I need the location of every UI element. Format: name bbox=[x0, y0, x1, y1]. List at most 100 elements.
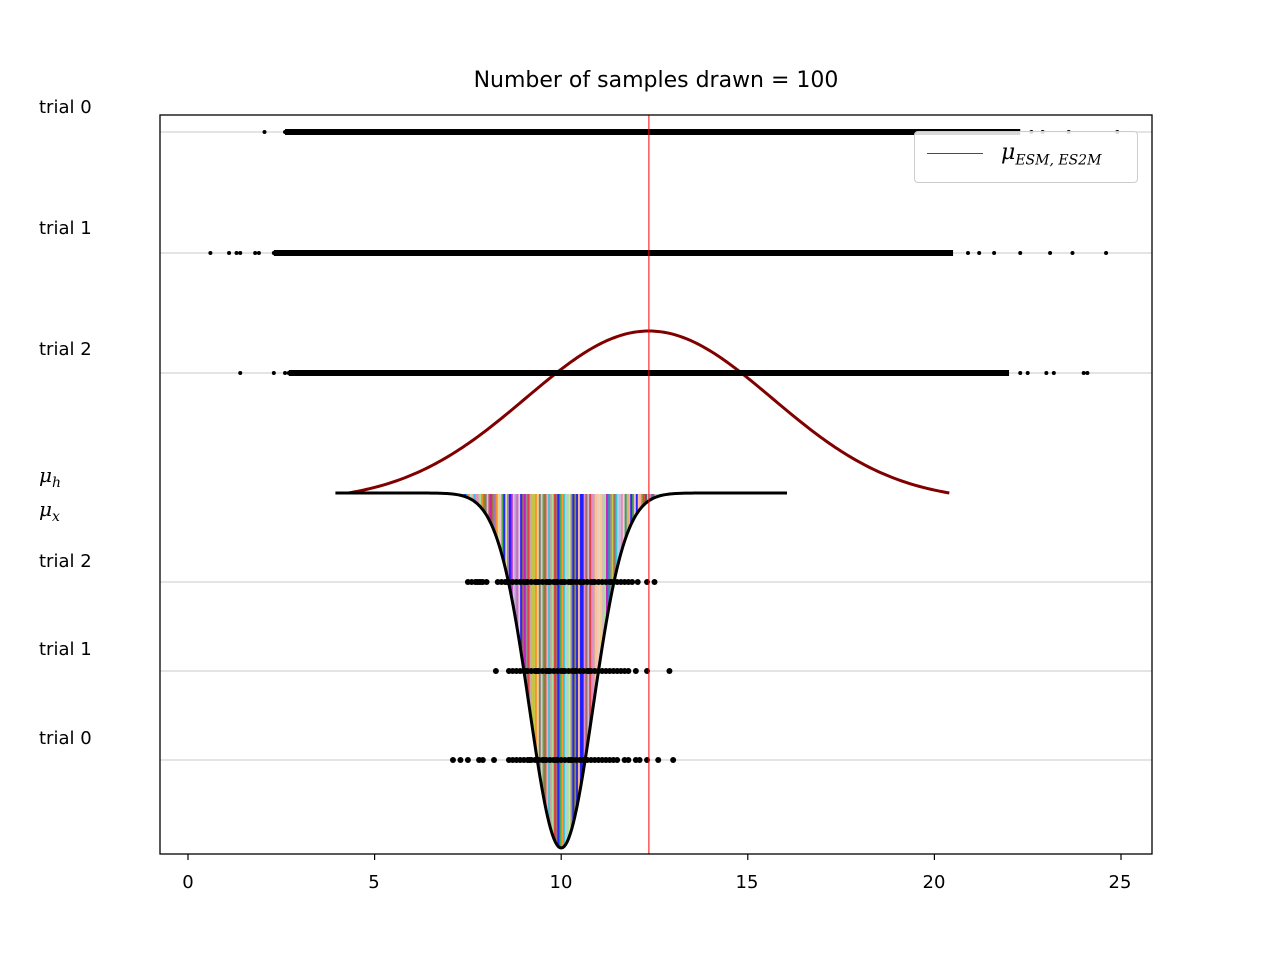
legend: μESM, ES2M bbox=[914, 131, 1138, 183]
pdf-strip-23 bbox=[499, 494, 502, 551]
bottom-trial-0-point-4 bbox=[479, 757, 486, 763]
top-trial-1-point-10 bbox=[1018, 251, 1023, 255]
pdf-strip-30 bbox=[512, 494, 515, 609]
top-trial-1-point-4 bbox=[253, 251, 258, 255]
pdf-strip-75 bbox=[596, 494, 599, 677]
pdf-strip-91 bbox=[626, 494, 629, 534]
legend-line-swatch bbox=[927, 153, 983, 154]
pdf-strip-71 bbox=[589, 494, 592, 728]
ylabel-top-trial-1: trial 1 bbox=[39, 218, 92, 239]
pdf-strip-20 bbox=[494, 494, 497, 534]
top-trial-1-point-0 bbox=[208, 251, 213, 255]
pdf-strip-34 bbox=[520, 494, 523, 653]
pdf-strip-46 bbox=[542, 494, 545, 797]
pdf-strip-8 bbox=[471, 494, 474, 501]
pdf-strip-83 bbox=[611, 494, 614, 589]
pdf-strip-18 bbox=[490, 494, 493, 525]
pdf-strip-88 bbox=[620, 494, 624, 551]
pdf-strip-49 bbox=[548, 494, 551, 823]
top-trial-1-point-9 bbox=[992, 251, 997, 255]
pdf-strip-33 bbox=[518, 494, 521, 641]
pdf-strip-44 bbox=[538, 494, 542, 776]
pdf-strip-10 bbox=[475, 494, 478, 503]
pdf-strip-72 bbox=[591, 494, 594, 715]
top-trial-1-dense-band bbox=[273, 250, 954, 256]
top-trial-1-point-8 bbox=[977, 251, 982, 255]
top-trial-1-point-2 bbox=[234, 251, 239, 255]
top-trial-2-point-6 bbox=[1044, 371, 1049, 375]
pdf-strip-5 bbox=[466, 494, 469, 498]
pdf-strip-96 bbox=[635, 494, 639, 514]
top-trial-2-point-3 bbox=[286, 371, 291, 375]
pdf-strip-27 bbox=[507, 494, 510, 581]
top-trial-1-point-12 bbox=[1070, 251, 1075, 255]
top-trial-2-point-1 bbox=[271, 371, 276, 375]
top-trial-1-point-3 bbox=[238, 251, 243, 255]
pdf-strip-26 bbox=[505, 494, 508, 572]
pdf-strip-101 bbox=[645, 494, 648, 503]
pdf-strip-92 bbox=[628, 494, 631, 529]
top-trial-2-point-5 bbox=[1025, 371, 1030, 375]
pdf-strip-69 bbox=[585, 494, 588, 752]
pdf-strip-19 bbox=[492, 494, 495, 529]
pdf-strip-103 bbox=[648, 494, 652, 501]
bottom-trial-2-point-54 bbox=[629, 579, 636, 585]
pdf-strip-60 bbox=[568, 494, 571, 836]
bottom-trial-0-point-46 bbox=[670, 757, 677, 763]
ylabel-top-trial-0: trial 0 bbox=[39, 97, 92, 118]
pdf-strip-65 bbox=[577, 494, 581, 797]
pdf-strip-86 bbox=[617, 494, 620, 564]
pdf-strip-70 bbox=[587, 494, 590, 740]
pdf-strip-52 bbox=[553, 494, 557, 841]
pdf-strip-13 bbox=[480, 494, 484, 509]
pdf-strip-66 bbox=[579, 494, 583, 787]
pdf-strip-15 bbox=[484, 494, 487, 514]
x-tick-label-25: 25 bbox=[1108, 872, 1132, 893]
x-tick-label-15: 15 bbox=[735, 872, 759, 893]
bottom-trial-0-point-1 bbox=[457, 757, 464, 763]
pdf-strip-31 bbox=[514, 494, 517, 619]
x-tick-label-0: 0 bbox=[182, 872, 194, 893]
pdf-strip-80 bbox=[605, 494, 609, 619]
bottom-trial-0-point-39 bbox=[614, 757, 621, 763]
pdf-strip-22 bbox=[497, 494, 501, 544]
bottom-trial-2-point-7 bbox=[483, 579, 490, 585]
top-trial-1-point-1 bbox=[227, 251, 232, 255]
pdf-strip-29 bbox=[510, 494, 514, 599]
top-trial-2-point-9 bbox=[1085, 371, 1090, 375]
pdf-strip-64 bbox=[576, 494, 579, 807]
pdf-strip-48 bbox=[546, 494, 549, 816]
bottom-trial-1-point-39 bbox=[625, 668, 632, 674]
top-trial-2-point-2 bbox=[283, 371, 288, 375]
pdf-strip-43 bbox=[536, 494, 540, 764]
pdf-strip-39 bbox=[529, 494, 532, 715]
top-trial-0-point-1 bbox=[283, 130, 288, 134]
pdf-strip-24 bbox=[501, 494, 504, 557]
legend-label: μESM, ES2M bbox=[1001, 140, 1102, 169]
pdf-strip-21 bbox=[495, 494, 499, 539]
pdf-strip-12 bbox=[479, 494, 482, 507]
pdf-strip-87 bbox=[619, 494, 622, 557]
bottom-trial-2-point-57 bbox=[651, 579, 658, 585]
density-curves bbox=[335, 329, 950, 850]
bottom-trial-0-point-2 bbox=[464, 757, 471, 763]
bottom-trial-0-point-5 bbox=[491, 757, 498, 763]
bottom-trial-1-point-40 bbox=[632, 668, 639, 674]
top-trial-2-point-0 bbox=[238, 371, 243, 375]
pdf-strip-9 bbox=[473, 494, 476, 502]
sample-points bbox=[208, 129, 1120, 763]
pdf-strip-77 bbox=[600, 494, 603, 653]
bottom-trial-1-point-42 bbox=[666, 668, 673, 674]
pdf-strip-94 bbox=[632, 494, 635, 521]
pdf-strip-25 bbox=[503, 494, 506, 564]
pdf-strip-50 bbox=[550, 494, 553, 830]
pdf-strip-16 bbox=[486, 494, 489, 517]
top-trial-2-point-7 bbox=[1051, 371, 1056, 375]
pdf-strip-104 bbox=[650, 494, 654, 500]
pdf-strip-6 bbox=[467, 494, 471, 499]
top-trial-2-point-4 bbox=[1018, 371, 1023, 375]
pdf-strip-37 bbox=[525, 494, 529, 690]
top-trial-1-point-11 bbox=[1048, 251, 1053, 255]
pdf-strip-41 bbox=[533, 494, 536, 740]
plot-frame bbox=[159, 114, 1153, 855]
